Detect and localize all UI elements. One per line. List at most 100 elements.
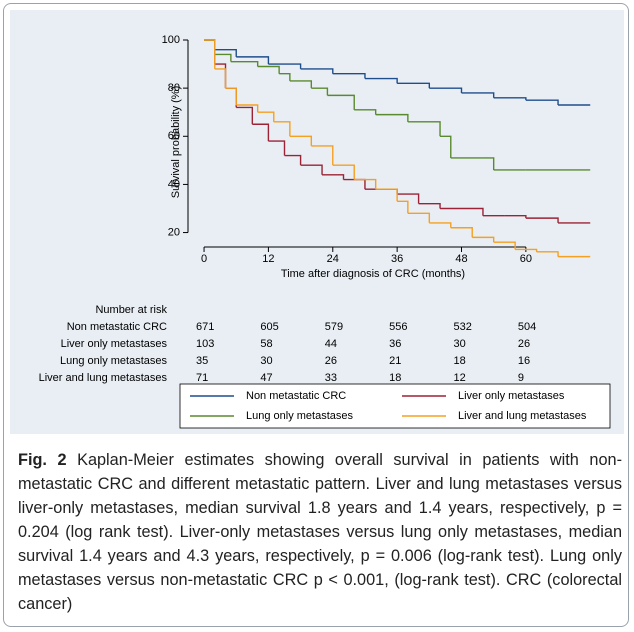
risk-count: 18 [454,355,466,367]
risk-row-label: Lung only metastases [60,355,168,367]
y-tick-label: 40 [168,178,180,190]
survival-step [332,73,366,79]
y-tick-label: 80 [168,82,180,94]
risk-count: 605 [260,321,278,333]
survival-step [440,135,452,158]
survival-step [225,87,237,105]
survival-step [204,39,216,69]
x-tick-label: 36 [391,253,403,265]
survival-step [311,145,334,166]
survival-step [407,212,431,223]
risk-count: 30 [260,355,272,367]
survival-step [236,56,270,65]
risk-row-label: Liver and lung metastases [39,372,168,384]
risk-count: 33 [325,372,337,384]
survival-step [300,68,334,74]
survival-step [397,193,420,204]
survival-step [279,73,291,81]
survival-step [364,77,398,84]
risk-count: 9 [518,372,524,384]
risk-count: 532 [454,321,472,333]
survival-step [525,217,559,223]
risk-count: 16 [518,355,530,367]
survival-step [418,202,441,209]
survival-step [493,241,516,250]
legend-box [179,383,611,429]
y-tick-label: 20 [168,226,180,238]
y-tick-label: 100 [162,34,180,46]
x-tick-label: 48 [455,253,467,265]
survival-step [354,109,377,115]
x-axis-label: Time after diagnosis of CRC (months) [281,268,465,280]
survival-step [214,48,237,57]
risk-count: 18 [389,372,401,384]
survival-step [311,87,329,96]
survival-step [536,251,559,257]
survival-step [461,207,484,216]
survival-step [273,121,291,137]
chart: Survival probability (%) Time after diag… [10,10,624,434]
y-tick-label: 60 [168,130,180,142]
risk-count: 671 [196,321,214,333]
risk-count: 21 [389,355,401,367]
survival-step [515,248,538,252]
survival-step [252,123,270,142]
survival-step [450,227,473,238]
risk-count: 103 [196,338,214,350]
risk-count: 47 [260,372,272,384]
risk-count: 26 [325,355,337,367]
legend-label: Lung only metastases [246,410,354,422]
survival-step [327,94,355,110]
survival-step [284,154,302,166]
survival-step [354,178,377,190]
risk-count: 36 [389,338,401,350]
survival-step [268,63,302,69]
survival-step [397,200,409,214]
survival-step [429,87,463,93]
risk-count: 30 [454,338,466,350]
survival-step [289,135,313,146]
risk-count: 26 [518,338,530,350]
survival-step [332,164,355,180]
survival-step [236,104,259,113]
risk-count: 504 [518,321,536,333]
risk-count: 44 [325,338,337,350]
caption: Fig. 2 Kaplan-Meier estimates showing ov… [18,448,622,616]
survival-step [407,121,441,137]
risk-row-label: Non metastatic CRC [67,321,167,333]
survival-step [214,53,232,62]
x-tick-label: 0 [201,253,207,265]
risk-count: 579 [325,321,343,333]
survival-step [472,236,495,243]
risk-count: 12 [454,372,466,384]
panel [10,10,624,434]
risk-count: 556 [389,321,407,333]
risk-count: 35 [196,355,208,367]
survival-step [214,68,227,89]
x-tick-label: 12 [262,253,274,265]
survival-step [230,60,259,67]
survival-step [236,106,254,125]
risk-table-title: Number at risk [95,304,167,316]
figure: Survival probability (%) Time after diag… [3,3,629,627]
x-tick-label: 24 [327,253,339,265]
legend-label: Liver and lung metastases [458,410,587,422]
survival-step [257,111,275,122]
survival-step [375,188,398,202]
survival-step [429,222,452,228]
caption-label: Fig. 2 [18,451,67,469]
survival-step [289,80,313,89]
survival-step [300,164,323,175]
legend-label: Liver only metastases [458,390,565,402]
survival-step [504,215,527,219]
risk-count: 71 [196,372,208,384]
survival-step [482,157,495,170]
survival-step [493,97,527,101]
survival-step [268,140,286,156]
legend-label: Non metastatic CRC [246,390,346,402]
y-axis-label: Survival probability (%) [170,86,182,198]
risk-row-label: Liver only metastases [61,338,168,350]
survival-step [257,65,280,74]
survival-step [322,174,345,180]
caption-text: Kaplan-Meier estimates showing overall s… [18,451,622,613]
